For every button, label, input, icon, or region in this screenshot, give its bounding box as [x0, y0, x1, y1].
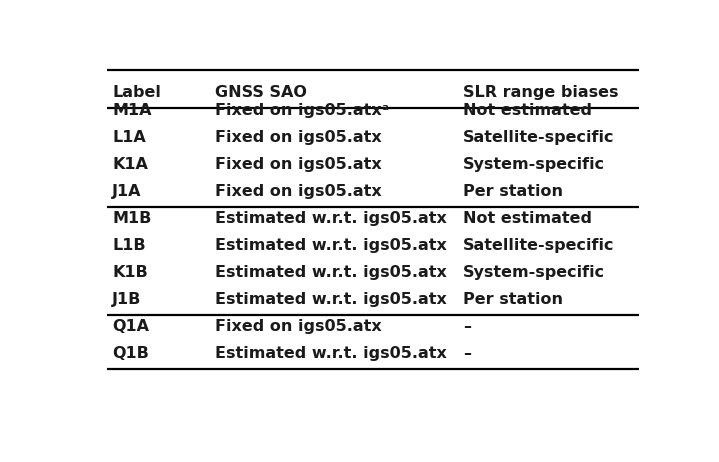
Text: Fixed on igs05.atx: Fixed on igs05.atx — [215, 184, 382, 199]
Text: Fixed on igs05.atx: Fixed on igs05.atx — [215, 130, 382, 145]
Text: Fixed on igs05.atx: Fixed on igs05.atx — [215, 157, 382, 172]
Text: K1A: K1A — [112, 157, 148, 172]
Text: Estimated w.r.t. igs05.atx: Estimated w.r.t. igs05.atx — [215, 238, 447, 253]
Text: Label: Label — [112, 85, 161, 100]
Text: M1B: M1B — [112, 211, 152, 226]
Text: Fixed on igs05.atx: Fixed on igs05.atx — [215, 319, 382, 334]
Text: SLR range biases: SLR range biases — [463, 85, 619, 100]
Text: Estimated w.r.t. igs05.atx: Estimated w.r.t. igs05.atx — [215, 292, 447, 307]
Text: Estimated w.r.t. igs05.atx: Estimated w.r.t. igs05.atx — [215, 265, 447, 280]
Text: System-specific: System-specific — [463, 265, 605, 280]
Text: L1A: L1A — [112, 130, 146, 145]
Text: System-specific: System-specific — [463, 157, 605, 172]
Text: Per station: Per station — [463, 184, 563, 199]
Text: M1A: M1A — [112, 103, 152, 118]
Text: Not estimated: Not estimated — [463, 211, 592, 226]
Text: K1B: K1B — [112, 265, 148, 280]
Text: Estimated w.r.t. igs05.atx: Estimated w.r.t. igs05.atx — [215, 346, 447, 361]
Text: GNSS SAO: GNSS SAO — [215, 85, 307, 100]
Text: Q1B: Q1B — [112, 346, 149, 361]
Text: J1A: J1A — [112, 184, 142, 199]
Text: Q1A: Q1A — [112, 319, 149, 334]
Text: –: – — [463, 346, 471, 361]
Text: L1B: L1B — [112, 238, 146, 253]
Text: Per station: Per station — [463, 292, 563, 307]
Text: –: – — [463, 319, 471, 334]
Text: Satellite-specific: Satellite-specific — [463, 238, 615, 253]
Text: Estimated w.r.t. igs05.atx: Estimated w.r.t. igs05.atx — [215, 211, 447, 226]
Text: Satellite-specific: Satellite-specific — [463, 130, 615, 145]
Text: J1B: J1B — [112, 292, 142, 307]
Text: Fixed on igs05.atxᵃ: Fixed on igs05.atxᵃ — [215, 103, 390, 118]
Text: Not estimated: Not estimated — [463, 103, 592, 118]
